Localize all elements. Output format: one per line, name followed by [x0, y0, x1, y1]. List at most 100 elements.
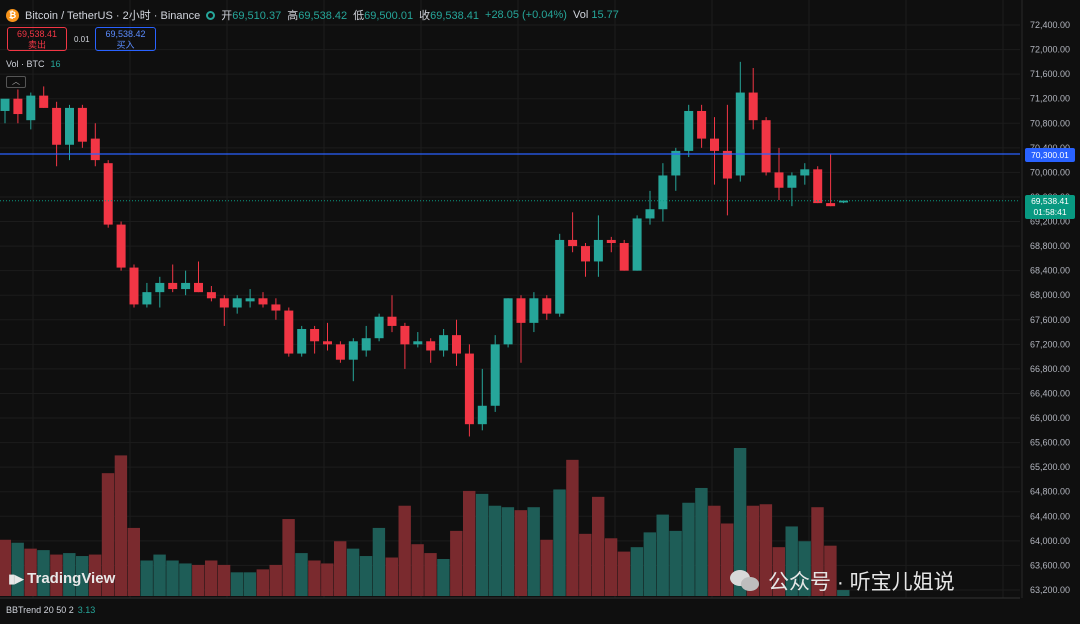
price-tick-label: 64,800.00	[1030, 487, 1070, 497]
volume-bar	[346, 548, 360, 596]
volume-bar	[488, 505, 502, 596]
volume-indicator-legend[interactable]: Vol · BTC 16	[6, 59, 61, 69]
candle	[103, 160, 113, 228]
bbtrend-indicator-legend[interactable]: BBTrend 20 50 2 3.13	[6, 605, 96, 615]
candle	[348, 338, 358, 382]
candle	[65, 104, 74, 161]
candle	[258, 292, 268, 308]
volume-value: Vol 15.77	[572, 9, 619, 21]
candle	[490, 335, 500, 412]
candle	[52, 101, 62, 167]
candle	[826, 153, 836, 207]
volume-bar	[230, 572, 244, 596]
volume-bar	[0, 539, 11, 596]
candle	[335, 341, 345, 363]
volume-bar	[682, 502, 695, 596]
candle	[90, 123, 100, 167]
last-price-tag: 69,538.41 01:58:41	[1025, 195, 1075, 219]
price-tick-label: 65,200.00	[1030, 462, 1070, 472]
candle	[77, 104, 87, 148]
volume-bar	[11, 542, 24, 596]
candle	[632, 215, 642, 271]
wechat-icon	[730, 568, 760, 594]
candle	[400, 322, 410, 369]
volume-bar	[127, 527, 140, 596]
price-tick-label: 68,000.00	[1030, 290, 1070, 300]
volume-bar	[179, 563, 192, 596]
candle	[413, 332, 423, 348]
candle	[387, 295, 397, 333]
market-status-icon	[206, 10, 216, 20]
price-tick-label: 70,800.00	[1030, 118, 1070, 128]
volume-bar	[217, 564, 231, 596]
volume-bar	[579, 533, 592, 596]
sell-label: 卖出	[27, 40, 46, 50]
candle	[813, 166, 823, 204]
candle	[129, 264, 139, 308]
price-tick-label: 72,400.00	[1030, 20, 1070, 30]
price-tick-label: 69,200.00	[1030, 217, 1070, 227]
candle	[26, 92, 36, 130]
volume-bar	[411, 544, 424, 596]
candle	[774, 147, 784, 201]
candle	[142, 282, 152, 308]
volume-bar	[643, 532, 656, 596]
candle	[271, 298, 281, 320]
candle	[748, 67, 758, 130]
candle	[374, 313, 384, 342]
candle	[181, 270, 191, 296]
candle	[581, 243, 590, 277]
chart-header: ₿ Bitcoin / TetherUS · 2小时 · Binance 开69…	[6, 6, 619, 24]
symbol-title[interactable]: Bitcoin / TetherUS · 2小时 · Binance	[25, 10, 201, 22]
candle	[361, 325, 371, 357]
volume-bar	[321, 563, 334, 596]
volume-bar	[514, 510, 527, 596]
volume-bar	[695, 487, 708, 596]
countdown: 01:58:41	[1033, 207, 1067, 217]
volume-bar	[88, 554, 102, 596]
buy-button[interactable]: 69,538.42 买入	[95, 27, 156, 51]
price-tick-label: 63,600.00	[1030, 560, 1070, 570]
candle	[787, 172, 797, 207]
price-tick-label: 67,600.00	[1030, 315, 1070, 325]
price-tick-label: 66,000.00	[1030, 413, 1070, 423]
price-tick-label: 64,400.00	[1030, 511, 1070, 521]
low-value: 低69,500.01	[353, 10, 414, 22]
volume-bar	[114, 455, 128, 596]
candle	[710, 117, 719, 185]
watermark: 公众号 · 听宝儿姐说	[730, 566, 955, 596]
sell-button[interactable]: 69,538.41 卖出	[7, 27, 67, 51]
volume-bar	[746, 505, 760, 596]
candle	[645, 190, 655, 225]
candle	[310, 325, 320, 354]
volume-bar	[553, 489, 566, 596]
price-tick-label: 71,200.00	[1030, 94, 1070, 104]
open-value: 开69,510.37	[221, 10, 282, 22]
volume-bar	[540, 539, 553, 596]
candle	[606, 236, 616, 253]
volume-bar	[243, 572, 257, 596]
volume-bar	[811, 507, 824, 596]
candle	[0, 98, 10, 124]
price-tick-label: 67,200.00	[1030, 339, 1070, 349]
volume-bar	[785, 526, 798, 596]
price-axis: 72,400.00 72,000.00 71,600.00 71,200.00 70,8…	[1021, 0, 1070, 598]
change-value: +28.05 (+0.04%)	[485, 9, 567, 21]
candle	[206, 286, 216, 302]
candle	[116, 221, 126, 271]
candle	[658, 163, 668, 222]
collapse-chevron-icon[interactable]: ︿	[6, 76, 26, 88]
volume-bar	[76, 556, 89, 596]
volume-bar	[437, 559, 450, 596]
candle	[800, 163, 810, 185]
volume-bars	[0, 448, 850, 596]
volume-bar	[669, 530, 682, 596]
candle	[568, 212, 578, 253]
line-price-tag[interactable]: 70,300.01	[1025, 148, 1075, 162]
volume-bar	[759, 504, 773, 596]
candle	[503, 298, 513, 348]
volume-bar	[166, 560, 179, 596]
volume-bar	[385, 557, 398, 596]
volume-bar	[308, 560, 321, 596]
